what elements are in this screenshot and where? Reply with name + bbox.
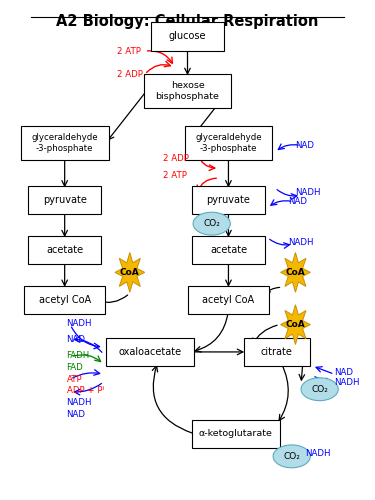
Text: citrate: citrate: [261, 347, 293, 357]
Text: NAD: NAD: [66, 410, 86, 418]
FancyBboxPatch shape: [188, 286, 268, 314]
Text: CoA: CoA: [286, 320, 305, 329]
Text: hexose
bisphosphate: hexose bisphosphate: [156, 81, 219, 100]
Text: FAD: FAD: [66, 364, 83, 372]
Text: NAD: NAD: [288, 197, 307, 206]
Text: NADH: NADH: [305, 450, 330, 458]
Text: pyruvate: pyruvate: [43, 196, 87, 205]
Text: NADH: NADH: [66, 398, 92, 407]
FancyBboxPatch shape: [21, 126, 109, 160]
Text: 2 ADP: 2 ADP: [163, 154, 189, 162]
Text: NAD: NAD: [66, 334, 86, 344]
Ellipse shape: [193, 212, 230, 235]
Polygon shape: [115, 252, 145, 292]
Text: acetyl CoA: acetyl CoA: [39, 294, 91, 304]
Text: acetyl CoA: acetyl CoA: [202, 294, 255, 304]
Text: ATP: ATP: [66, 375, 82, 384]
Text: NADH: NADH: [288, 238, 314, 247]
Text: NAD: NAD: [296, 141, 315, 150]
Text: NADH: NADH: [66, 318, 92, 328]
Text: 2 ATP: 2 ATP: [117, 46, 141, 56]
Text: oxaloacetate: oxaloacetate: [119, 347, 182, 357]
Text: CO₂: CO₂: [311, 384, 328, 394]
Text: glyceraldehyde
-3-phosphate: glyceraldehyde -3-phosphate: [195, 134, 262, 153]
FancyBboxPatch shape: [151, 22, 224, 50]
Text: CoA: CoA: [286, 268, 305, 277]
FancyBboxPatch shape: [28, 236, 101, 264]
Text: CoA: CoA: [120, 268, 140, 277]
Text: CO₂: CO₂: [203, 219, 220, 228]
FancyBboxPatch shape: [28, 186, 101, 214]
FancyBboxPatch shape: [144, 74, 231, 108]
Text: glyceraldehyde
-3-phosphate: glyceraldehyde -3-phosphate: [32, 134, 98, 153]
FancyBboxPatch shape: [24, 286, 105, 314]
FancyBboxPatch shape: [184, 126, 272, 160]
Text: acetate: acetate: [46, 245, 83, 255]
Text: ADP + Pᴵ: ADP + Pᴵ: [66, 386, 104, 395]
Text: NADH: NADH: [334, 378, 360, 388]
Text: acetate: acetate: [210, 245, 247, 255]
FancyBboxPatch shape: [192, 236, 265, 264]
Polygon shape: [280, 304, 310, 344]
Text: α-ketoglutarate: α-ketoglutarate: [199, 430, 273, 438]
Ellipse shape: [273, 445, 310, 468]
FancyBboxPatch shape: [106, 338, 194, 366]
Text: 2 ADP: 2 ADP: [117, 70, 142, 80]
Text: FADH: FADH: [66, 352, 90, 360]
Text: glucose: glucose: [169, 31, 206, 41]
FancyBboxPatch shape: [192, 420, 280, 448]
Text: A2 Biology: Cellular Respiration: A2 Biology: Cellular Respiration: [56, 14, 319, 29]
FancyBboxPatch shape: [244, 338, 310, 366]
Text: CO₂: CO₂: [283, 452, 300, 461]
Text: pyruvate: pyruvate: [207, 196, 251, 205]
Text: NAD: NAD: [334, 368, 354, 378]
Text: 2 ATP: 2 ATP: [163, 171, 187, 180]
Polygon shape: [280, 252, 310, 292]
Ellipse shape: [301, 378, 338, 400]
Text: NADH: NADH: [296, 188, 321, 198]
FancyBboxPatch shape: [192, 186, 265, 214]
